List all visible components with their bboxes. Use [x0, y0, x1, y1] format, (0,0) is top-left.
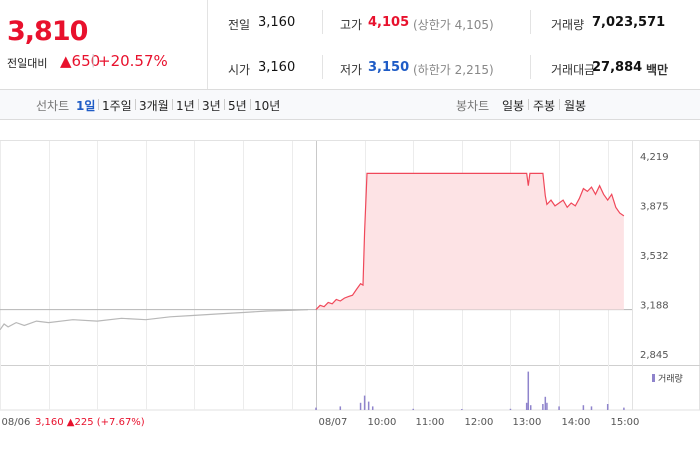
volume-bar [529, 405, 532, 410]
price-line [315, 172, 625, 311]
tab-separator [98, 99, 99, 110]
tab-separator [135, 99, 136, 110]
tab-bar: 선차트 1일 1주일 3개월 1년 3년 5년 10년 봉차트 일봉 주봉 월봉 [0, 89, 700, 120]
change-rate: +20.57% [98, 52, 168, 70]
info-value: 3,150 [368, 60, 410, 75]
tab-separator [224, 99, 225, 110]
candle-tab[interactable]: 일봉 [502, 99, 525, 113]
x-tick-label: 10:00 [368, 417, 397, 428]
separator: | [91, 53, 96, 68]
x-tick-label: 08/07 [319, 417, 348, 428]
tab-separator [528, 99, 529, 110]
info-label: 고가 [340, 18, 363, 32]
divider [322, 55, 323, 79]
candle-tab[interactable]: 주봉 [533, 99, 556, 113]
y-tick-label: 3,188 [640, 301, 669, 312]
area [316, 173, 624, 310]
period-tab[interactable]: 5년 [228, 99, 247, 113]
y-tick-label: 2,845 [640, 350, 669, 361]
volume-bar [606, 404, 609, 410]
y-tick-label: 4,219 [640, 152, 669, 163]
info-value: 7,023,571 [592, 15, 666, 30]
volume-bar [339, 406, 342, 410]
volume-bar [590, 406, 593, 410]
volume-bar [359, 402, 362, 410]
volume-bar [461, 409, 463, 410]
tab-separator [198, 99, 199, 110]
info-value: 3,160 [258, 15, 296, 30]
volume-bar [582, 405, 585, 410]
divider [530, 55, 531, 79]
info-label: 저가 [340, 63, 363, 77]
info-extra: (상한가 4,105) [413, 18, 494, 32]
divider [207, 0, 208, 89]
info-extra: (하한가 2,215) [413, 63, 494, 77]
period-tab[interactable]: 1년 [176, 99, 195, 113]
change: ▲650 [60, 52, 101, 70]
volume-bar [542, 404, 544, 410]
volume-bar [525, 402, 528, 410]
volume-bar [371, 406, 374, 410]
info-value: 4,105 [368, 15, 410, 30]
info-label: 거래량 [551, 18, 585, 32]
tab-group-label: 선차트 [36, 99, 70, 113]
tab-separator [172, 99, 173, 110]
price-line [0, 309, 308, 331]
divider [322, 10, 323, 34]
x-tick-label: 15:00 [611, 417, 640, 428]
volume-bar [363, 395, 366, 410]
x-tick-label: 13:00 [513, 417, 542, 428]
chart: 08/06 08/07 10:00 11:00 12:00 13:00 14:00 15:00… [0, 140, 700, 428]
period-tab[interactable]: 3년 [202, 99, 221, 113]
y-tick-label: 3,532 [640, 251, 669, 262]
tab-separator [250, 99, 251, 110]
volume-bar [546, 402, 548, 410]
volume-bar [558, 406, 560, 410]
x-tick-label: 11:00 [416, 417, 445, 428]
legend-swatch [652, 374, 655, 382]
period-tab[interactable]: 1일 [76, 99, 96, 113]
annotation: 3,160 ▲225 (+7.67%) [35, 417, 145, 428]
candle-tab[interactable]: 월봉 [564, 99, 587, 113]
volume-bar [367, 401, 370, 410]
info-label: 시가 [228, 63, 251, 77]
x-tick-label: 08/06 [2, 417, 31, 428]
y-tick-label: 3,875 [640, 202, 669, 213]
info-value: 3,160 [258, 60, 296, 75]
volume-bar [623, 407, 625, 410]
current-price: 3,810 [7, 16, 88, 47]
tab-group-label: 봉차트 [456, 99, 490, 113]
period-tab[interactable]: 10년 [254, 99, 281, 113]
info-label: 거래대금 [551, 63, 596, 77]
tab-separator [559, 99, 560, 110]
change-label: 전일대비 [7, 57, 48, 70]
info-label: 전일 [228, 18, 251, 32]
divider [530, 10, 531, 34]
volume-bar [544, 396, 547, 410]
volume-bar [509, 408, 512, 410]
period-tab[interactable]: 1주일 [102, 99, 132, 113]
info-value: 27,884 [592, 60, 643, 75]
volume-bar [412, 408, 414, 410]
volume-bar [527, 371, 530, 410]
info-unit: 백만 [646, 63, 669, 77]
period-tab[interactable]: 3개월 [139, 99, 169, 113]
x-tick-label: 12:00 [465, 417, 494, 428]
legend-label: 거래량 [658, 373, 683, 385]
volume-bar [315, 407, 317, 410]
x-tick-label: 14:00 [562, 417, 591, 428]
